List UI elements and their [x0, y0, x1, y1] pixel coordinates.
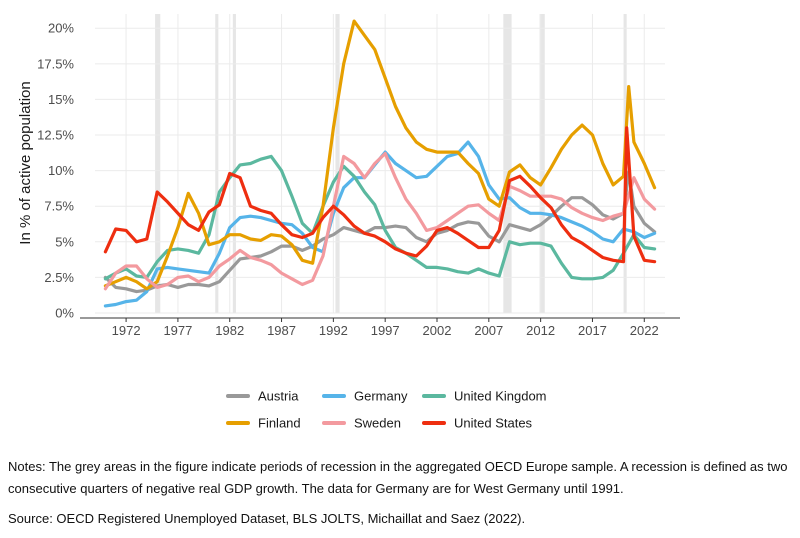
- y-tick-label-8: 20%: [48, 21, 74, 36]
- x-tick-label-1: 1977: [163, 323, 192, 338]
- legend-label-austria: Austria: [258, 389, 299, 404]
- legend-label-united-kingdom: United Kingdom: [454, 389, 547, 404]
- x-tick-label-0: 1972: [112, 323, 141, 338]
- legend: Austria Germany United Kingdom Finland Swede…: [226, 389, 547, 431]
- y-tick-label-6: 15%: [48, 92, 74, 107]
- series-lines: [103, 19, 657, 308]
- legend-label-sweden: Sweden: [354, 416, 401, 431]
- unemployment-chart: 1972 1977 1982 1987 1992 1997 2002 2007 2012 2017…: [17, 14, 680, 431]
- legend-label-finland: Finland: [258, 416, 301, 431]
- y-tick-label-3: 7.5%: [44, 199, 74, 214]
- recession-band-2: [232, 14, 236, 313]
- series-line-sweden: [103, 151, 657, 291]
- y-tick-label-7: 17.5%: [37, 56, 74, 71]
- x-tick-label-4: 1992: [319, 323, 348, 338]
- x-tick-label-2: 1982: [215, 323, 244, 338]
- x-tick-label-3: 1987: [267, 323, 296, 338]
- recession-band-1: [215, 14, 219, 313]
- notes-text: Notes: The grey areas in the figure indi…: [8, 459, 788, 496]
- x-tick-label-10: 2022: [630, 323, 659, 338]
- recession-band-5: [539, 14, 545, 313]
- series-line-united-kingdom: [103, 154, 657, 281]
- series-line-united-states: [103, 126, 657, 264]
- y-tick-label-0: 0%: [55, 306, 74, 321]
- y-tick-label-2: 5%: [55, 234, 74, 249]
- recession-band-4: [503, 14, 512, 313]
- y-axis-label: In % of active population: [17, 81, 34, 244]
- legend-label-germany: Germany: [354, 389, 408, 404]
- x-tick-label-6: 2002: [423, 323, 452, 338]
- x-tick-label-7: 2007: [474, 323, 503, 338]
- y-tick-label-4: 10%: [48, 163, 74, 178]
- recession-band-3: [335, 14, 340, 313]
- y-tick-label-5: 12.5%: [37, 128, 74, 143]
- recession-band-0: [155, 14, 161, 313]
- y-tick-label-1: 2.5%: [44, 270, 74, 285]
- source-text: Source: OECD Registered Unemployed Datas…: [8, 511, 526, 526]
- x-tick-label-5: 1997: [371, 323, 400, 338]
- series-line-finland: [103, 19, 657, 291]
- x-tick-label-8: 2012: [526, 323, 555, 338]
- legend-label-united-states: United States: [454, 416, 533, 431]
- x-tick-label-9: 2017: [578, 323, 607, 338]
- axes: 1972 1977 1982 1987 1992 1997 2002 2007 2012 2017…: [37, 21, 680, 338]
